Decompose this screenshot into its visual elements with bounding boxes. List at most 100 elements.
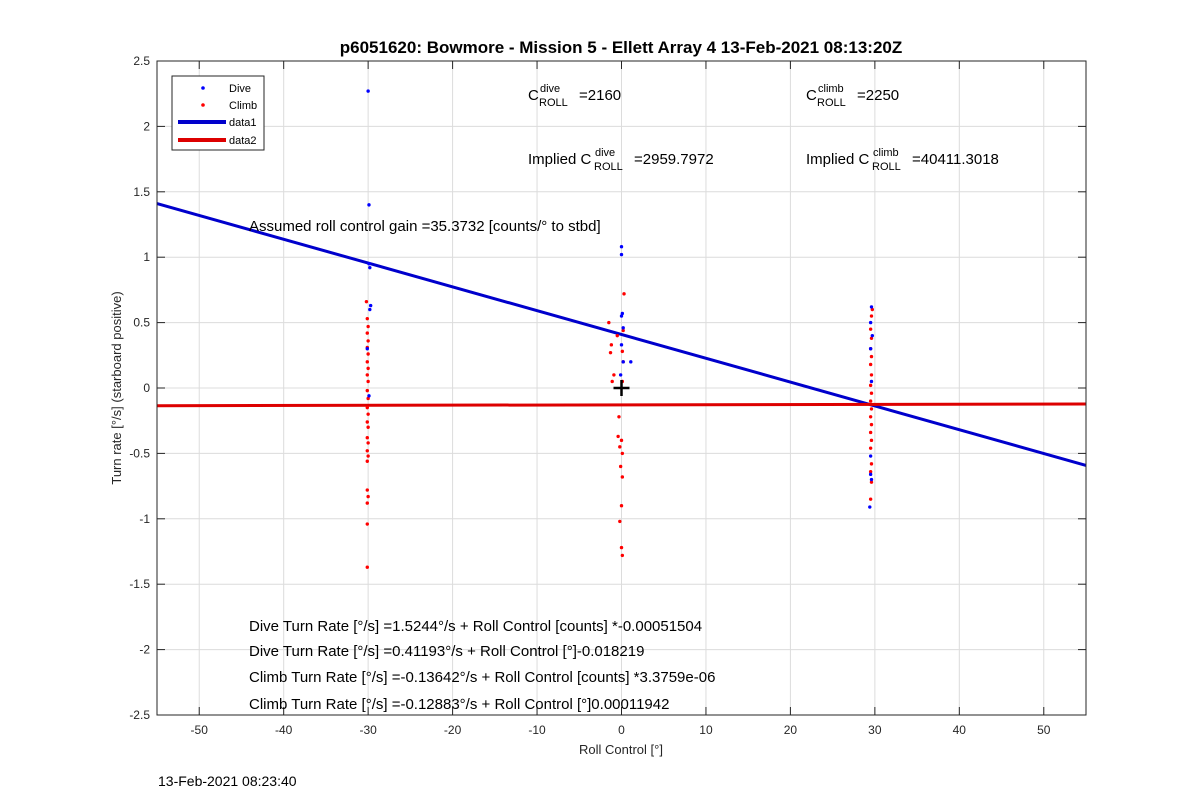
legend: Dive Climb data1 data2 bbox=[171, 75, 265, 151]
climb-point bbox=[869, 480, 874, 484]
annotation-eq3: Climb Turn Rate [°/s] =-0.13642°/s + Rol… bbox=[249, 669, 715, 686]
y-tick-label: 0 bbox=[143, 381, 150, 395]
climb-point bbox=[365, 436, 369, 440]
x-tick-label: 20 bbox=[784, 723, 798, 737]
climb-point bbox=[868, 399, 873, 403]
legend-dive-label: Dive bbox=[229, 83, 251, 95]
climb-point bbox=[364, 299, 369, 304]
climb-point bbox=[868, 430, 873, 435]
climb-point bbox=[365, 331, 369, 335]
dive-point bbox=[621, 360, 625, 364]
climb-point bbox=[612, 373, 616, 377]
climb-point bbox=[868, 362, 873, 367]
legend-box bbox=[171, 75, 265, 151]
climb-point bbox=[365, 420, 369, 424]
x-axis-label: Roll Control [°] bbox=[579, 742, 663, 757]
climb-point bbox=[619, 545, 624, 550]
climb-point bbox=[365, 316, 369, 321]
climb-point bbox=[868, 327, 873, 331]
climb-point bbox=[620, 451, 625, 456]
c-climb-sup: climb bbox=[818, 83, 844, 95]
climb-point bbox=[607, 320, 611, 325]
c-dive-sub: ROLL bbox=[539, 97, 568, 109]
climb-point bbox=[366, 324, 370, 329]
climb-point bbox=[618, 445, 622, 449]
implied-dive-sup: dive bbox=[595, 147, 615, 159]
climb-point bbox=[366, 366, 370, 371]
annotation-eq2: Dive Turn Rate [°/s] =0.41193°/s + Roll … bbox=[249, 643, 644, 660]
climb-point bbox=[868, 415, 873, 419]
climb-point bbox=[869, 422, 874, 427]
c-climb-base: C bbox=[806, 87, 817, 104]
climb-point bbox=[869, 407, 874, 411]
climb-point bbox=[365, 488, 369, 492]
climb-point bbox=[870, 307, 875, 312]
climb-point bbox=[365, 405, 369, 410]
y-tick-label: -2.5 bbox=[129, 708, 150, 722]
dive-point bbox=[868, 347, 873, 351]
climb-point bbox=[869, 373, 874, 377]
climb-point bbox=[868, 497, 873, 501]
climb-point bbox=[619, 504, 624, 508]
legend-climb-label: Climb bbox=[229, 100, 257, 112]
dive-point bbox=[629, 360, 633, 364]
x-tick-label: 30 bbox=[868, 723, 882, 737]
dive-point bbox=[868, 472, 873, 477]
climb-point bbox=[366, 425, 370, 429]
climb-point bbox=[366, 379, 370, 384]
climb-point bbox=[365, 501, 369, 505]
climb-point bbox=[365, 360, 369, 364]
climb-point bbox=[868, 446, 873, 450]
climb-point bbox=[868, 383, 873, 388]
legend-data1-label: data1 bbox=[229, 117, 257, 129]
c-dive-value: =2160 bbox=[579, 87, 621, 104]
dive-point bbox=[869, 477, 874, 482]
y-tick-label: -1 bbox=[139, 512, 150, 526]
climb-point bbox=[609, 343, 614, 347]
fit-line-data2 bbox=[156, 402, 1087, 408]
climb-point bbox=[869, 314, 874, 318]
annotation-implied-climb: Implied C climb ROLL =40411.3018 bbox=[806, 147, 999, 173]
climb-point bbox=[868, 470, 873, 474]
climb-point bbox=[618, 519, 622, 524]
climb-point bbox=[869, 391, 874, 395]
annotation-eq4: Climb Turn Rate [°/s] =-0.12883°/s + Rol… bbox=[249, 696, 669, 713]
climb-point bbox=[616, 434, 620, 439]
climb-point bbox=[366, 454, 370, 458]
x-tick-label: -50 bbox=[191, 723, 209, 737]
climb-point bbox=[615, 333, 619, 338]
implied-climb-sub: ROLL bbox=[872, 161, 901, 173]
chart-title: p6051620: Bowmore - Mission 5 - Ellett A… bbox=[340, 38, 903, 57]
dive-point bbox=[368, 303, 373, 308]
implied-dive-value: =2959.7972 bbox=[634, 151, 714, 168]
x-tick-label: -10 bbox=[528, 723, 546, 737]
plot-area bbox=[156, 89, 1087, 569]
x-tick-label: 10 bbox=[699, 723, 713, 737]
climb-point bbox=[365, 565, 369, 569]
legend-climb-swatch bbox=[201, 103, 205, 107]
climb-point bbox=[869, 354, 874, 359]
dive-point bbox=[368, 307, 372, 312]
c-climb-sub: ROLL bbox=[817, 97, 846, 109]
dive-point bbox=[869, 379, 874, 384]
y-tick-label: -2 bbox=[139, 643, 150, 657]
dive-point bbox=[368, 265, 372, 270]
legend-dive-swatch bbox=[201, 86, 205, 90]
c-dive-sup: dive bbox=[540, 83, 560, 95]
climb-point bbox=[366, 494, 370, 499]
c-climb-value: =2250 bbox=[857, 87, 899, 104]
climb-point bbox=[365, 522, 369, 526]
dive-point bbox=[366, 89, 370, 93]
x-tick-label: 0 bbox=[618, 723, 625, 737]
y-tick-label: -0.5 bbox=[129, 446, 150, 460]
climb-point bbox=[366, 339, 370, 343]
x-tick-label: 40 bbox=[953, 723, 967, 737]
x-tick-label: -40 bbox=[275, 723, 293, 737]
climb-point bbox=[620, 553, 625, 558]
implied-climb-prefix: Implied C bbox=[806, 151, 870, 168]
dive-point bbox=[367, 394, 371, 398]
climb-point bbox=[365, 373, 369, 377]
dive-point bbox=[365, 347, 369, 351]
implied-climb-sup: climb bbox=[873, 147, 899, 159]
